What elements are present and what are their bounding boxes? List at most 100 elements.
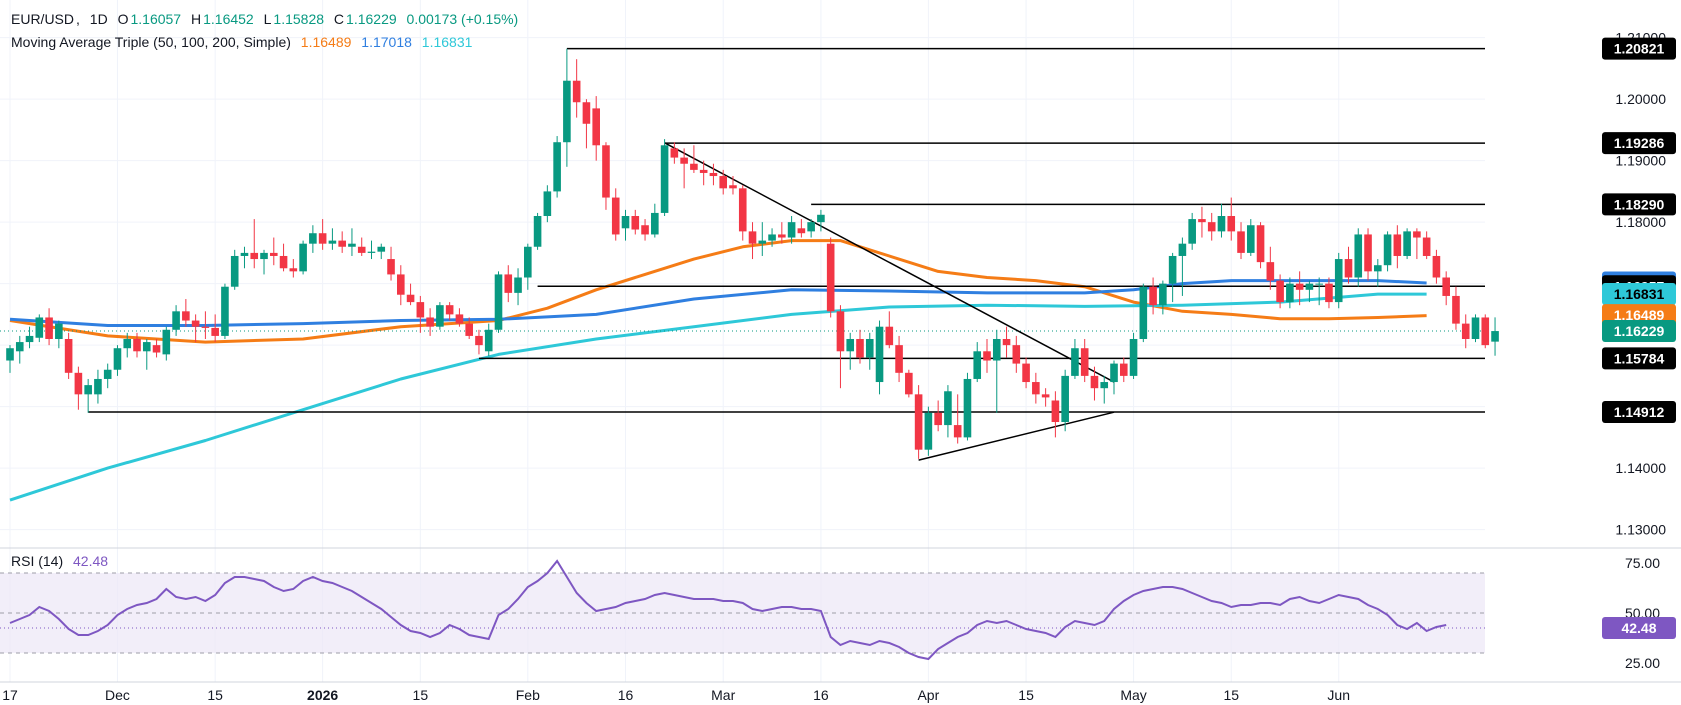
candle	[201, 311, 210, 339]
candle-body	[1432, 255, 1441, 278]
candle-body	[787, 222, 796, 238]
x-tick-label: 2026	[307, 687, 338, 703]
candle-body	[1413, 231, 1421, 238]
candle	[357, 237, 366, 256]
candle	[758, 222, 767, 256]
candle-body	[592, 108, 600, 146]
candle	[1364, 228, 1372, 281]
candle-body	[64, 338, 73, 373]
candle	[963, 372, 972, 441]
candle	[1032, 372, 1040, 404]
candle-body	[123, 338, 132, 349]
rsi-legend[interactable]: RSI (14) 42.48	[11, 553, 114, 569]
candle	[494, 271, 503, 333]
candle-body	[1012, 345, 1021, 364]
x-tick-label: Mar	[711, 687, 735, 703]
candle-body	[1080, 348, 1089, 376]
candle	[289, 259, 298, 278]
candle-body	[1022, 363, 1030, 383]
price-label-bg	[1602, 132, 1676, 155]
open-value: 1.16057	[130, 11, 182, 27]
candle-body	[299, 243, 307, 272]
candle-body	[1227, 216, 1236, 232]
candle-body	[963, 378, 972, 438]
candle-body	[201, 326, 210, 328]
candle-body	[289, 268, 298, 272]
ma-legend[interactable]: Moving Average Triple (50, 100, 200, Sim…	[11, 34, 478, 50]
rsi-line	[0, 559, 1485, 661]
candle	[729, 176, 737, 195]
candle	[1393, 225, 1402, 269]
candle-body	[260, 252, 268, 260]
candle	[924, 406, 933, 456]
candle-body	[641, 225, 649, 235]
candle-body	[1256, 225, 1265, 263]
price-label-text: 1.14912	[1614, 404, 1665, 420]
candle-body	[1237, 231, 1245, 253]
candle	[15, 335, 24, 364]
candle	[123, 332, 132, 358]
candle	[1276, 274, 1284, 309]
candle	[1217, 203, 1226, 238]
price-label-text: 1.19286	[1614, 135, 1665, 151]
x-tick-label: Dec	[105, 687, 130, 703]
candle-body	[182, 311, 190, 321]
candle	[318, 219, 327, 250]
candle-body	[6, 348, 14, 361]
candle-body	[397, 274, 405, 295]
candle	[230, 249, 239, 290]
candle	[651, 203, 659, 238]
candle	[133, 332, 141, 358]
candle-body	[240, 252, 249, 256]
candle	[719, 169, 728, 195]
candle-body	[836, 311, 845, 352]
candle	[484, 323, 493, 357]
x-tick-label: Apr	[917, 687, 939, 703]
candle	[1207, 212, 1216, 241]
candle	[436, 302, 444, 330]
candle	[1246, 219, 1255, 256]
candle	[1022, 357, 1030, 389]
candle-body	[1246, 225, 1255, 253]
candle-body	[1315, 283, 1323, 285]
candle-body	[348, 243, 356, 247]
candle-body	[445, 305, 454, 315]
candle-body	[309, 233, 317, 244]
candle	[1198, 206, 1206, 238]
candle-body	[944, 391, 952, 426]
candle-body	[709, 172, 718, 177]
candle-body	[631, 216, 640, 230]
interval-label[interactable]: 1D	[89, 11, 108, 27]
candle	[1471, 314, 1480, 343]
price-label-text: 1.18290	[1614, 196, 1665, 212]
candle-body	[1266, 262, 1275, 281]
candle	[1315, 277, 1323, 306]
candle	[1286, 277, 1294, 309]
candle	[778, 222, 786, 244]
candle-body	[318, 233, 327, 244]
candle	[1168, 252, 1177, 303]
candle-body	[45, 317, 53, 339]
rsi-series	[9, 559, 1447, 661]
candle-body	[1354, 234, 1363, 278]
candle-body	[250, 252, 259, 260]
symbol-name[interactable]: EUR/USD	[11, 11, 75, 27]
candle	[660, 139, 669, 217]
candle-body	[406, 294, 415, 303]
candle	[1051, 391, 1060, 438]
candle-body	[1090, 375, 1099, 389]
candle	[25, 326, 34, 349]
candle-body	[475, 335, 483, 346]
candle-body	[504, 274, 513, 293]
horizontal-levels[interactable]	[88, 47, 1485, 413]
x-tick-label: 17	[2, 687, 18, 703]
candle	[631, 209, 640, 235]
candle-body	[817, 214, 825, 223]
candle-body	[191, 320, 200, 327]
candle-body	[1032, 382, 1040, 395]
x-tick-label: Feb	[516, 687, 540, 703]
trend-lines[interactable]	[664, 142, 1115, 461]
candle	[865, 332, 874, 370]
moving-average-lines	[0, 239, 1485, 502]
